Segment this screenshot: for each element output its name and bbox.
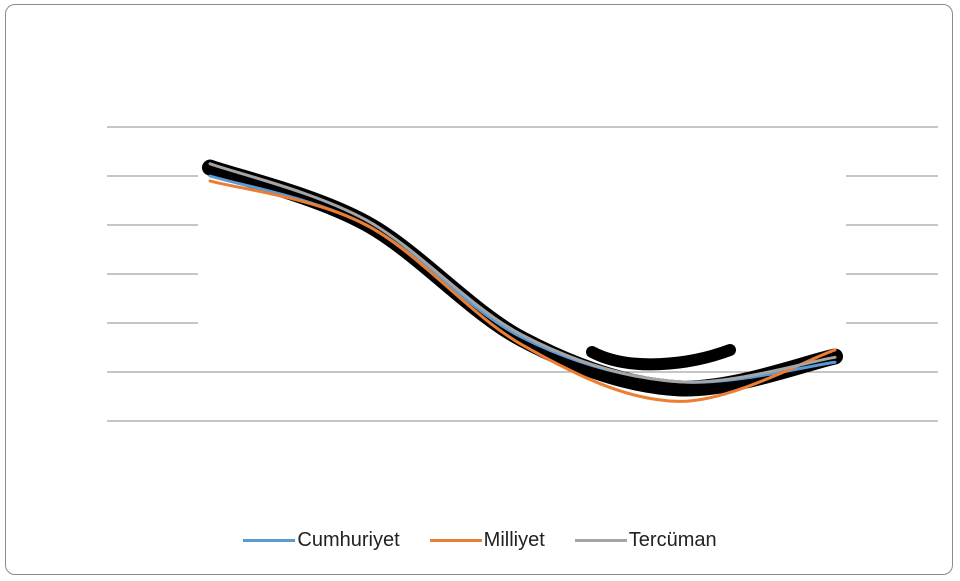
legend-label: Cumhuriyet xyxy=(297,528,400,551)
legend-label: Tercüman xyxy=(628,528,717,551)
legend-swatch xyxy=(243,538,296,542)
series-line-milliyet xyxy=(208,179,837,403)
series-lines xyxy=(208,162,837,403)
legend-item-milliyet: Milliyet xyxy=(429,528,545,552)
series-line-cumhuriyet xyxy=(208,174,837,384)
legend-label: Milliyet xyxy=(483,528,545,551)
legend-swatch xyxy=(574,538,627,542)
chart-frame xyxy=(5,4,953,575)
series-line-tercüman xyxy=(208,162,837,384)
marker-stroke-dip xyxy=(586,344,736,371)
legend-swatch xyxy=(429,538,482,542)
legend: Cumhuriyet Milliyet Tercüman xyxy=(0,528,960,552)
legend-item-cumhuriyet: Cumhuriyet xyxy=(243,528,400,552)
legend-item-tercuman: Tercüman xyxy=(574,528,717,552)
